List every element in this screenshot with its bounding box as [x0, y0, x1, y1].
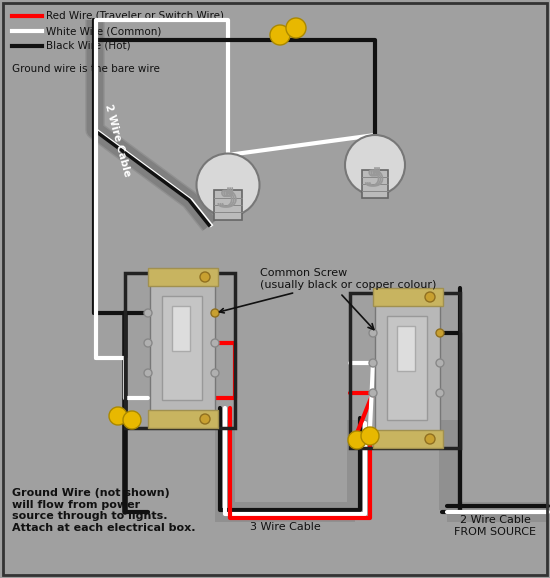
Text: Black Wire (Hot): Black Wire (Hot)	[46, 41, 131, 51]
Bar	[373, 288, 443, 306]
Bar	[215, 502, 355, 522]
Bar	[447, 502, 547, 522]
Circle shape	[211, 369, 219, 377]
Wedge shape	[109, 407, 127, 425]
Wedge shape	[123, 411, 141, 429]
Circle shape	[369, 359, 377, 367]
Circle shape	[196, 154, 260, 217]
Bar	[150, 283, 215, 418]
Circle shape	[369, 389, 377, 397]
Text: 3 Wire Cable: 3 Wire Cable	[250, 522, 320, 532]
Circle shape	[144, 369, 152, 377]
Bar	[362, 170, 388, 198]
Circle shape	[425, 434, 435, 444]
Bar	[162, 296, 202, 400]
Text: Red Wire (Traveler or Switch Wire): Red Wire (Traveler or Switch Wire)	[46, 11, 224, 21]
Wedge shape	[361, 427, 379, 445]
Text: 2 Wire Cable: 2 Wire Cable	[103, 102, 133, 177]
Wedge shape	[348, 431, 366, 449]
Circle shape	[211, 339, 219, 347]
Wedge shape	[286, 18, 306, 38]
Text: FROM SOURCE: FROM SOURCE	[454, 527, 536, 537]
Circle shape	[425, 292, 435, 302]
Circle shape	[200, 272, 210, 282]
Text: Ground wire is the bare wire: Ground wire is the bare wire	[12, 64, 160, 74]
Text: Ground Wire (not shown)
will flow from power
source through to lights.
Attach at: Ground Wire (not shown) will flow from p…	[12, 488, 195, 533]
Bar	[148, 268, 218, 286]
Wedge shape	[270, 25, 290, 45]
Bar	[439, 420, 459, 510]
Bar	[375, 303, 440, 438]
Circle shape	[144, 309, 152, 317]
Bar	[215, 420, 235, 510]
Bar	[148, 410, 218, 428]
Circle shape	[436, 359, 444, 367]
Bar	[347, 420, 367, 510]
Bar	[214, 190, 241, 220]
Bar	[350, 293, 460, 448]
Bar	[125, 273, 235, 428]
Text: White Wire (Common): White Wire (Common)	[46, 26, 161, 36]
Circle shape	[211, 309, 219, 317]
Text: 2 Wire Cable: 2 Wire Cable	[460, 515, 530, 525]
Bar	[387, 316, 427, 420]
Bar	[397, 326, 415, 371]
Bar	[373, 430, 443, 448]
Bar	[172, 306, 190, 351]
Circle shape	[436, 329, 444, 337]
Circle shape	[200, 414, 210, 424]
Circle shape	[369, 329, 377, 337]
Circle shape	[345, 135, 405, 195]
Text: Common Screw
(usually black or copper colour): Common Screw (usually black or copper co…	[219, 268, 436, 313]
Circle shape	[144, 339, 152, 347]
Circle shape	[436, 389, 444, 397]
